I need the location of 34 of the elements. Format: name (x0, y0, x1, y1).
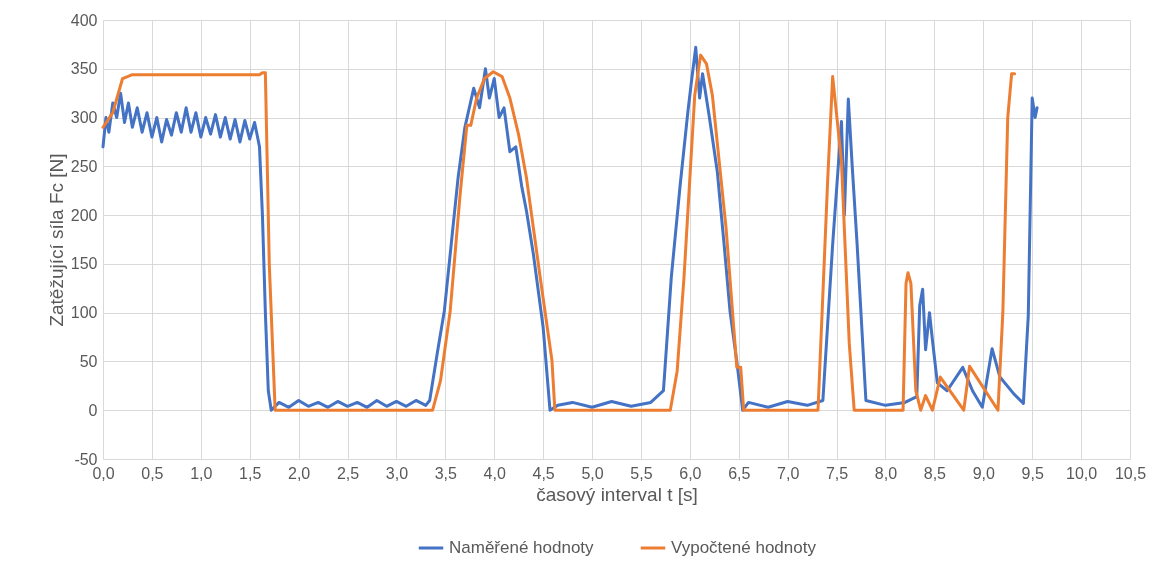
x-tick-label: 6,5 (728, 464, 751, 482)
x-axis-title: časový interval t [s] (536, 483, 698, 505)
x-tick-label: 2,0 (287, 464, 311, 482)
x-tick-label: 4,0 (483, 464, 506, 482)
x-tick-label: 9,5 (1021, 464, 1044, 482)
x-tick-label: 6,0 (679, 464, 702, 482)
legend-label: Naměřené hodnoty (449, 538, 595, 557)
x-tick-label: 1,5 (239, 464, 262, 482)
x-tick-label: 9,0 (972, 464, 995, 482)
y-tick-label: 100 (70, 304, 98, 322)
y-tick-label: 50 (79, 352, 98, 370)
y-tick-label: 400 (70, 11, 98, 29)
x-tick-label: 0,5 (141, 464, 164, 482)
y-tick-label: 0 (88, 401, 98, 419)
x-tick-label: 1,0 (190, 464, 213, 482)
x-tick-label: 10,5 (1114, 464, 1147, 482)
x-tick-label: 4,5 (532, 464, 555, 482)
x-tick-label: 7,5 (825, 464, 849, 482)
x-tick-label: 3,5 (434, 464, 458, 482)
y-tick-label: 300 (70, 109, 98, 127)
y-axis-title: Zatěžující síla Fc [N] (45, 153, 67, 327)
x-tick-label: 5,0 (581, 464, 604, 482)
y-tick-label: 200 (70, 206, 98, 224)
y-tick-label: 250 (70, 157, 98, 175)
x-tick-label: 2,5 (336, 464, 360, 482)
x-tick-label: 3,0 (385, 464, 409, 482)
legend-label: Vypočtené hodnoty (671, 538, 817, 557)
x-tick-label: 8,0 (874, 464, 898, 482)
y-tick-label: 350 (70, 60, 98, 78)
y-tick-label: 150 (70, 255, 98, 273)
x-tick-label: 8,5 (923, 464, 947, 482)
x-tick-label: 5,5 (630, 464, 653, 482)
x-tick-label: 10,0 (1066, 464, 1098, 482)
x-tick-label: 7,0 (777, 464, 800, 482)
